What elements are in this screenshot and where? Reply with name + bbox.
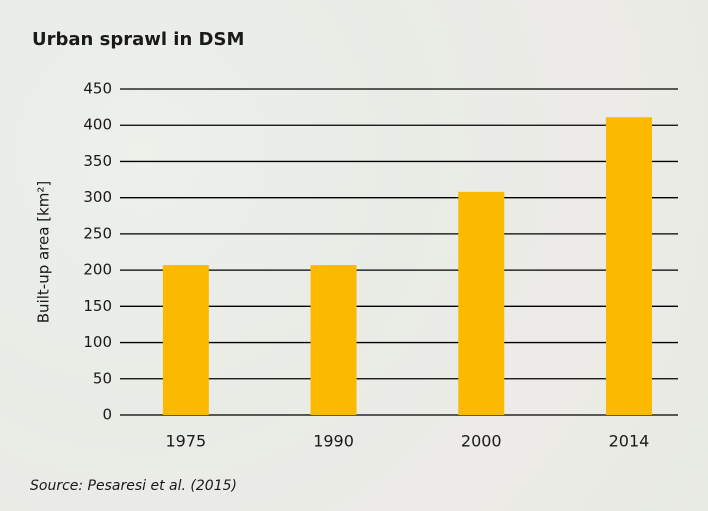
x-tick-label: 2014 xyxy=(609,432,650,451)
y-tick-label: 250 xyxy=(83,224,112,242)
panel xyxy=(0,0,708,511)
bar xyxy=(163,265,209,415)
y-tick-label: 100 xyxy=(83,333,112,351)
screen: Urban sprawl in DSM Built-up area [km²] … xyxy=(0,0,708,511)
bar xyxy=(458,192,504,415)
y-tick-label: 350 xyxy=(83,152,112,170)
y-tick-label: 0 xyxy=(102,406,112,424)
y-axis-label: Built-up area [km²] xyxy=(35,181,53,323)
y-tick-label: 50 xyxy=(93,369,112,387)
x-tick-label: 2000 xyxy=(461,432,502,451)
y-tick-label: 400 xyxy=(83,116,112,134)
y-tick-label: 450 xyxy=(83,80,112,98)
y-tick-label: 150 xyxy=(83,297,112,315)
bar xyxy=(311,265,357,415)
source-note: Source: Pesaresi et al. (2015) xyxy=(30,478,237,494)
y-tick-label: 200 xyxy=(83,261,112,279)
x-tick-label: 1975 xyxy=(165,432,206,451)
chart: Urban sprawl in DSM Built-up area [km²] … xyxy=(0,0,708,511)
y-tick-label: 300 xyxy=(83,188,112,206)
bar xyxy=(606,117,652,415)
chart-title: Urban sprawl in DSM xyxy=(32,29,244,50)
x-tick-label: 1990 xyxy=(313,432,354,451)
